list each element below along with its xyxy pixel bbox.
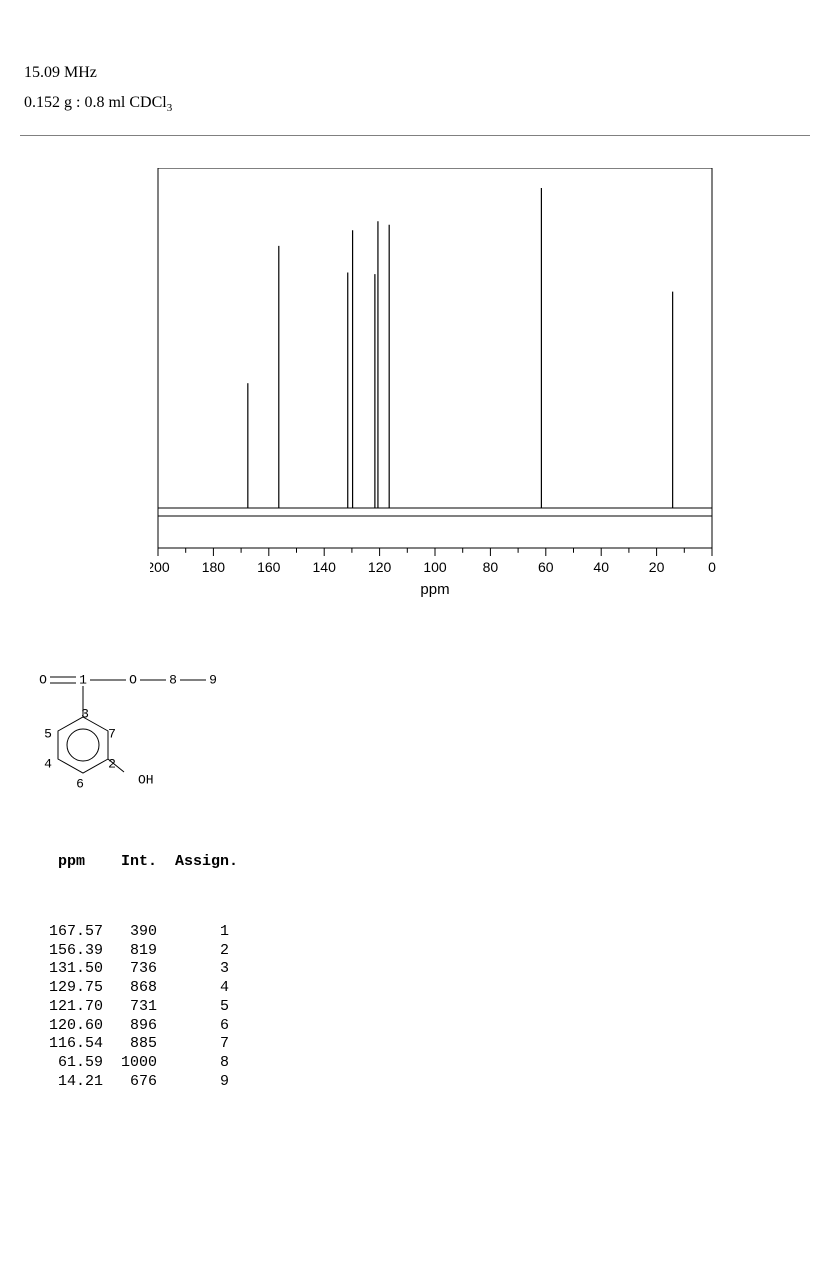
svg-text:140: 140 bbox=[313, 559, 337, 575]
svg-text:60: 60 bbox=[538, 559, 554, 575]
svg-text:200: 200 bbox=[150, 559, 170, 575]
svg-text:80: 80 bbox=[483, 559, 499, 575]
svg-text:120: 120 bbox=[368, 559, 392, 575]
header-block: 15.09 MHz 0.152 g : 0.8 ml CDCl3 bbox=[24, 58, 172, 119]
svg-text:O: O bbox=[129, 672, 137, 687]
svg-text:O: O bbox=[39, 672, 47, 687]
svg-text:7: 7 bbox=[108, 726, 116, 741]
chemical-structure-diagram: 3726451OO89OH bbox=[28, 650, 228, 810]
nmr-spectrum-chart: 200180160140120100806040200ppm bbox=[150, 168, 720, 598]
header-line1: 15.09 MHz bbox=[24, 58, 172, 88]
svg-text:9: 9 bbox=[209, 672, 217, 687]
svg-text:20: 20 bbox=[649, 559, 665, 575]
svg-text:1: 1 bbox=[79, 672, 87, 687]
spectrum-svg: 200180160140120100806040200ppm bbox=[150, 168, 720, 598]
svg-text:OH: OH bbox=[138, 772, 154, 787]
svg-text:8: 8 bbox=[169, 672, 177, 687]
header-line2-prefix: 0.152 g : 0.8 ml CDCl bbox=[24, 94, 167, 111]
svg-text:180: 180 bbox=[202, 559, 226, 575]
peak-table-body: 167.57 390 1 156.39 819 2 131.50 736 3 1… bbox=[40, 923, 238, 1092]
peak-table: ppm Int. Assign. 167.57 390 1 156.39 819… bbox=[40, 815, 238, 1110]
svg-text:ppm: ppm bbox=[420, 581, 449, 598]
svg-text:3: 3 bbox=[81, 706, 89, 721]
header-line2: 0.152 g : 0.8 ml CDCl3 bbox=[24, 88, 172, 119]
svg-text:40: 40 bbox=[593, 559, 609, 575]
svg-text:4: 4 bbox=[44, 756, 52, 771]
header-line2-sub: 3 bbox=[167, 103, 173, 115]
svg-text:160: 160 bbox=[257, 559, 281, 575]
svg-text:100: 100 bbox=[423, 559, 447, 575]
structure-svg: 3726451OO89OH bbox=[28, 650, 228, 810]
svg-text:6: 6 bbox=[76, 776, 84, 791]
svg-text:5: 5 bbox=[44, 726, 52, 741]
peak-table-header: ppm Int. Assign. bbox=[40, 853, 238, 872]
divider-line bbox=[20, 135, 810, 136]
svg-text:0: 0 bbox=[708, 559, 716, 575]
